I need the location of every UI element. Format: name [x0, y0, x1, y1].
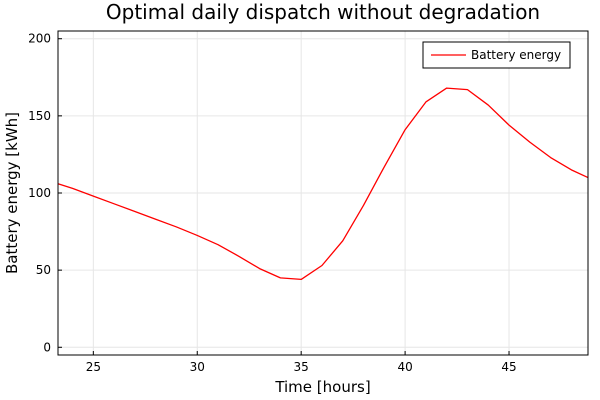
x-tick-layer: 25 30 35 40 45	[86, 351, 517, 374]
y-tick-label: 200	[28, 32, 51, 46]
x-tick-label: 40	[397, 360, 412, 374]
y-tick-label: 50	[36, 263, 51, 277]
chart-title: Optimal daily dispatch without degradati…	[106, 0, 540, 24]
series-layer	[57, 87, 589, 281]
x-axis-label: Time [hours]	[274, 378, 370, 396]
series-line-battery-energy	[57, 87, 589, 281]
y-tick-label: 0	[43, 340, 51, 354]
x-tick-label: 45	[501, 360, 516, 374]
x-tick-label: 35	[294, 360, 309, 374]
y-tick-layer: 0 50 100 150 200	[28, 32, 62, 354]
y-tick-label: 100	[28, 186, 51, 200]
x-tick-label: 25	[86, 360, 101, 374]
y-tick-label: 150	[28, 109, 51, 123]
x-tick-label: 30	[190, 360, 205, 374]
grid-layer	[58, 31, 588, 355]
legend: Battery energy	[422, 41, 571, 69]
legend-label: Battery energy	[471, 48, 561, 62]
y-axis-label: Battery energy [kWh]	[3, 112, 21, 274]
